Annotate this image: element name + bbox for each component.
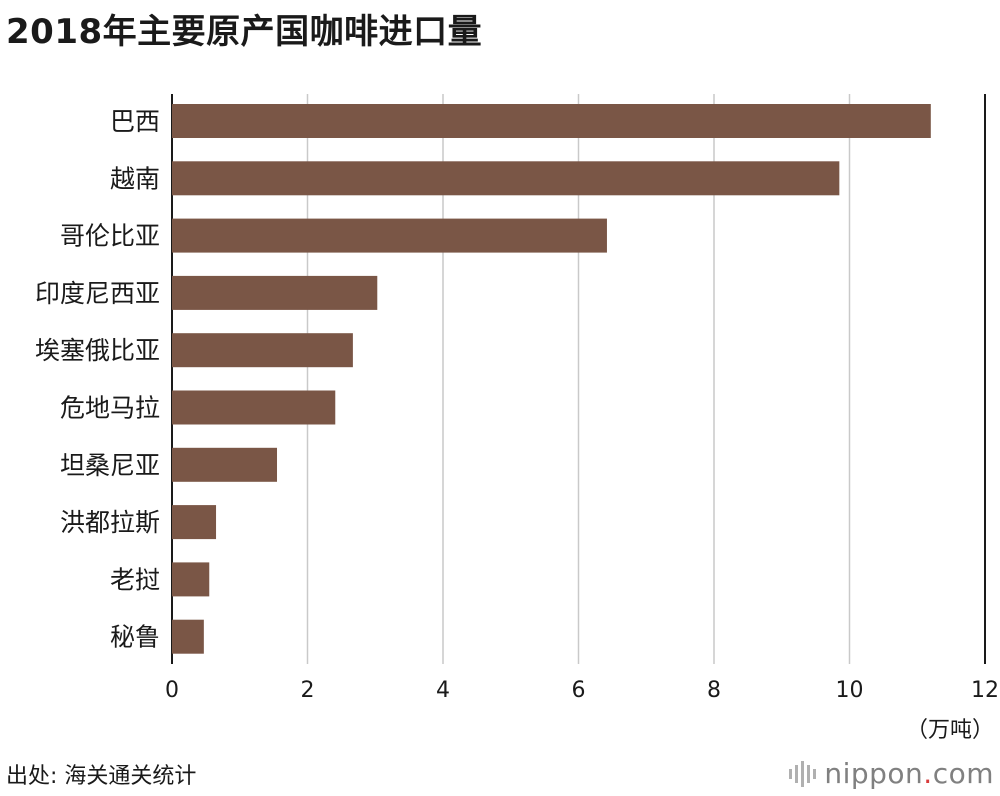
bar [172, 104, 931, 138]
bar [172, 275, 378, 310]
category-label: 老挝 [110, 565, 160, 594]
nippon-logo: nippon.com [789, 757, 994, 790]
category-label: 印度尼西亚 [35, 279, 160, 308]
x-tick-label: 2 [301, 678, 315, 703]
category-label: 危地马拉 [60, 394, 160, 423]
x-tick-label: 8 [707, 678, 721, 703]
bar [172, 447, 278, 482]
bar [172, 505, 217, 540]
category-label: 巴西 [110, 107, 160, 136]
bar [172, 619, 204, 654]
x-tick-labels: 0 2 4 6 8 10 12 [165, 678, 999, 703]
x-tick-label: 4 [436, 678, 450, 703]
bar [172, 218, 607, 253]
x-tick-label: 10 [836, 678, 864, 703]
bar [172, 333, 353, 368]
category-label: 埃塞俄比亚 [35, 336, 160, 365]
category-label: 哥伦比亚 [60, 222, 160, 251]
logo-text: nippon.com [824, 757, 994, 790]
bar [172, 161, 840, 196]
chart-title: 2018年主要原产国咖啡进口量 [6, 12, 483, 52]
x-axis-unit: （万吨） [905, 718, 994, 743]
sound-wave-icon [789, 760, 817, 787]
x-tick-label: 0 [165, 678, 179, 703]
category-label: 越南 [110, 164, 160, 193]
x-tick-label: 12 [971, 678, 999, 703]
source-note: 出处: 海关通关统计 [6, 764, 197, 789]
bar [172, 562, 210, 597]
x-tick-label: 6 [572, 678, 586, 703]
bars [172, 104, 931, 654]
category-label: 秘鲁 [110, 623, 160, 652]
category-label: 坦桑尼亚 [60, 451, 160, 480]
category-label: 洪都拉斯 [60, 508, 160, 537]
bar [172, 390, 336, 425]
